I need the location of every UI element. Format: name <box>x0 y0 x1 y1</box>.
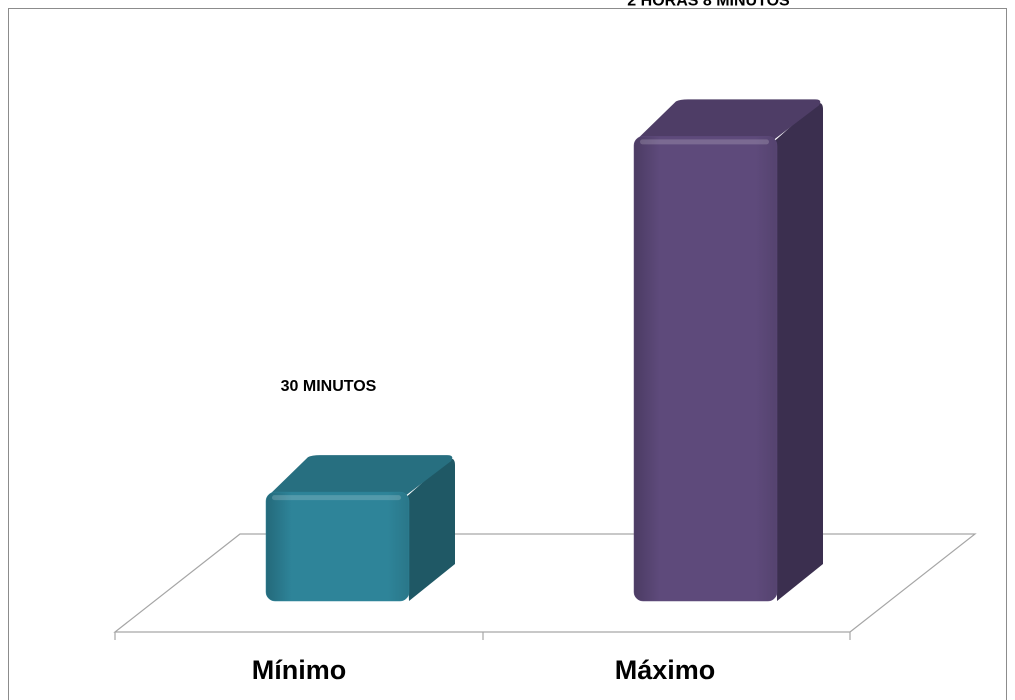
bar-front-face <box>633 136 778 602</box>
bar-side-face <box>773 102 823 602</box>
category-label-1: Mínimo <box>252 655 347 685</box>
data-label-2: 2 HORAS 8 MINUTOS <box>627 0 790 9</box>
bar-1 <box>265 455 455 602</box>
data-label-1: 30 MINUTOS <box>281 378 377 395</box>
bar-side-face <box>405 458 455 601</box>
bar-front-face <box>265 491 410 602</box>
category-label-2: Máximo <box>615 655 716 685</box>
bar-highlight <box>640 139 769 145</box>
bar-top-face <box>270 455 453 497</box>
bar-highlight <box>272 495 401 501</box>
floor-plane <box>113 533 977 633</box>
bar-top-face <box>638 99 821 141</box>
bar-2 <box>633 99 823 602</box>
chart-floor <box>113 533 977 640</box>
